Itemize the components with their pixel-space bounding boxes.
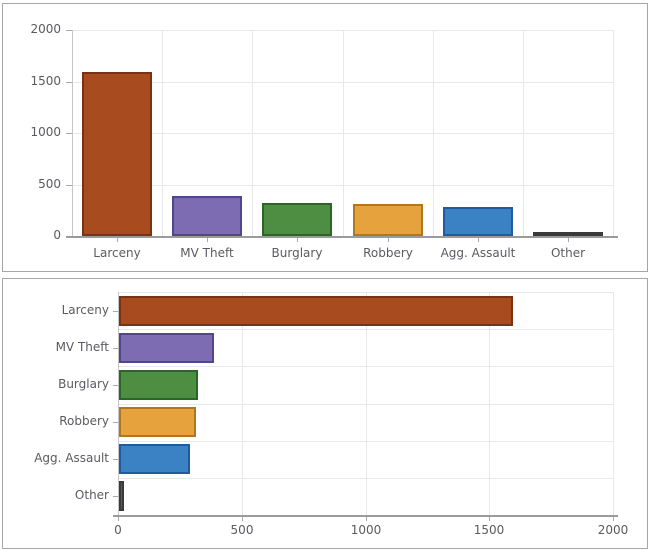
x-axis-line [66,236,618,238]
gridline-horizontal [72,30,613,31]
y-axis-tick [66,133,72,134]
x-axis-category-label: Burglary [271,246,323,260]
x-axis-tick-label: 0 [114,523,122,537]
y-axis-category-label: Other [74,488,109,502]
y-axis-category-label: Burglary [58,377,109,391]
x-axis-category-label: Other [550,246,586,260]
gridline-horizontal [72,82,613,83]
x-axis-category-label: Robbery [363,246,413,260]
y-axis-tick [66,30,72,31]
bar-other[interactable] [119,481,124,511]
x-axis-tick [366,517,367,521]
x-axis-tick [478,238,479,242]
bar-agg-assault[interactable] [119,444,190,474]
y-axis-category-label: Larceny [61,303,109,317]
gridline-horizontal [118,441,613,442]
bar-mv-theft[interactable] [172,196,242,236]
gridline-vertical [523,30,524,236]
horizontal-bar-chart-panel: 0 500 1000 1500 2000 Larceny MV Theft Burglary R… [2,278,648,549]
vertical-bar-chart-panel: 0 500 1000 1500 2000 Larceny MV Theft Burglary R… [2,3,648,272]
y-axis-line [118,292,119,515]
x-axis-tick [388,238,389,242]
y-axis-tick [66,82,72,83]
y-axis-tick-label: 2000 [30,22,61,36]
x-axis-tick [613,517,614,521]
y-axis-tick [113,311,118,312]
bar-robbery[interactable] [353,204,423,236]
gridline-vertical [489,292,490,515]
x-axis-tick-label: 2000 [597,523,629,537]
gridline-horizontal [72,185,613,186]
x-axis-tick [118,517,119,521]
bar-robbery[interactable] [119,407,196,437]
gridline-horizontal [118,366,613,367]
y-axis-line [72,30,73,236]
x-axis-tick [568,238,569,242]
y-axis-category-label: MV Theft [55,340,109,354]
bar-mv-theft[interactable] [119,333,214,363]
bar-larceny[interactable] [119,296,513,326]
y-axis-tick [66,185,72,186]
y-axis-tick-label: 1500 [30,74,61,88]
gridline-vertical [366,292,367,515]
x-axis-tick-label: 500 [230,523,254,537]
gridline-horizontal [118,404,613,405]
bar-other[interactable] [533,232,603,236]
y-axis-tick [113,496,118,497]
gridline-vertical [613,292,614,515]
gridline-horizontal [118,292,613,293]
y-axis-tick-label: 500 [38,177,61,191]
y-axis-tick-label: 0 [53,228,61,242]
x-axis-tick [242,517,243,521]
x-axis-category-label: MV Theft [180,246,234,260]
bar-burglary[interactable] [119,370,198,400]
bar-larceny[interactable] [82,72,152,236]
y-axis-tick-label: 1000 [30,125,61,139]
gridline-vertical [162,30,163,236]
bar-agg-assault[interactable] [443,207,513,236]
gridline-vertical [433,30,434,236]
gridline-vertical [252,30,253,236]
y-axis-tick [113,459,118,460]
gridline-vertical [343,30,344,236]
x-axis-tick-label: 1000 [350,523,382,537]
x-axis-category-label: Agg. Assault [440,246,516,260]
x-axis-tick [207,238,208,242]
y-axis-tick [113,385,118,386]
gridline-horizontal [118,478,613,479]
gridline-vertical [242,292,243,515]
y-axis-tick [113,348,118,349]
x-axis-line [113,515,618,517]
x-axis-tick [489,517,490,521]
x-axis-category-label: Larceny [93,246,141,260]
bar-burglary[interactable] [262,203,332,236]
y-axis-category-label: Agg. Assault [34,451,109,465]
x-axis-tick-label: 1500 [473,523,505,537]
y-axis-tick [113,422,118,423]
gridline-vertical [613,30,614,236]
x-axis-tick [297,238,298,242]
gridline-horizontal [118,329,613,330]
x-axis-tick [117,238,118,242]
gridline-horizontal [72,133,613,134]
y-axis-category-label: Robbery [59,414,109,428]
